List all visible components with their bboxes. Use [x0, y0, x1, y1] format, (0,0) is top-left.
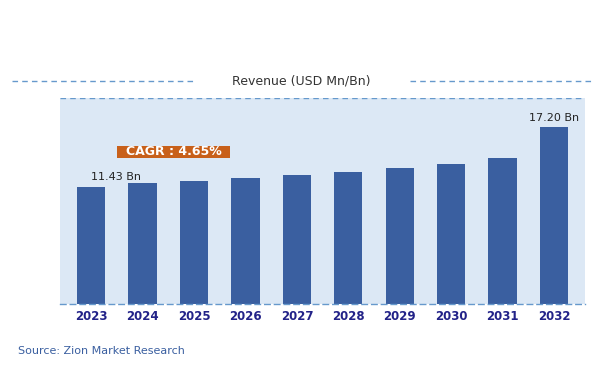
- Text: 17.20 Bn: 17.20 Bn: [529, 113, 579, 123]
- Text: 11.43 Bn: 11.43 Bn: [91, 173, 141, 183]
- Bar: [180, 181, 208, 304]
- Bar: [283, 175, 311, 304]
- Bar: [385, 168, 414, 304]
- Bar: [128, 183, 157, 304]
- Text: Global Marine Diesel Market, 2018-2032 (USD Billion): Global Marine Diesel Market, 2018-2032 (…: [51, 23, 552, 40]
- Bar: [540, 127, 568, 304]
- Bar: [334, 172, 362, 304]
- Bar: [437, 164, 466, 304]
- Bar: [488, 158, 517, 304]
- Text: Source: Zion Market Research: Source: Zion Market Research: [18, 346, 185, 356]
- FancyBboxPatch shape: [117, 146, 230, 158]
- Text: Revenue (USD Mn/Bn): Revenue (USD Mn/Bn): [232, 74, 371, 87]
- Bar: [232, 178, 260, 304]
- Bar: [77, 187, 106, 304]
- Text: CAGR : 4.65%: CAGR : 4.65%: [125, 145, 221, 158]
